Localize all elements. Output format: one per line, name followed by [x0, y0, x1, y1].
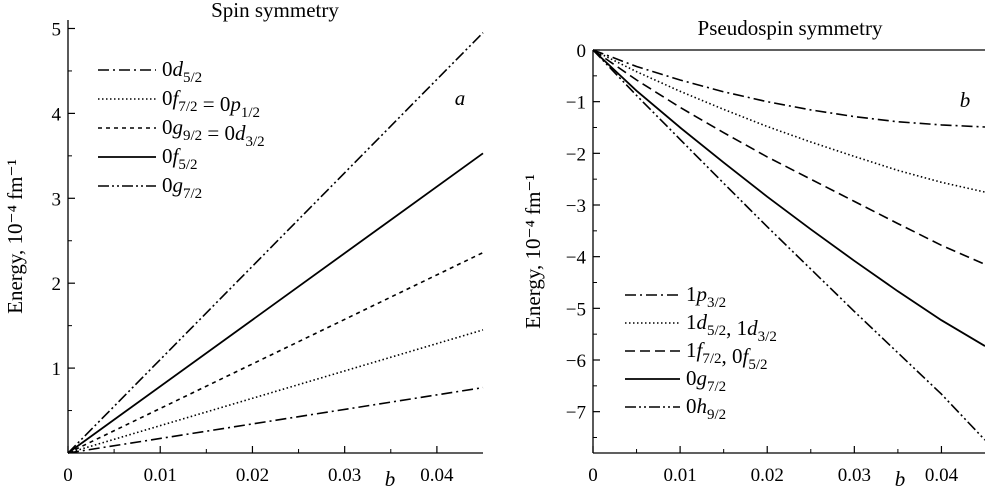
legend-orbital-2: f — [743, 344, 752, 368]
legend-entry: 1d5/2, 1d3/2 — [686, 310, 777, 345]
legend-base-2: = 0 — [202, 121, 235, 145]
pseudospin-symmetry-panel: Pseudospin symmetry 0 0.01 0.02 0.03 0.04 0 −1 −… — [521, 16, 985, 491]
legend-entry: 0g7/2 — [162, 173, 202, 202]
legend-subscript-2: 3/2 — [758, 329, 777, 345]
x-tick-label: 0.01 — [663, 465, 696, 486]
series-line-2 — [592, 49, 985, 266]
legend-subscript: 7/2 — [183, 186, 202, 202]
legend-base-2: , 1 — [726, 316, 747, 340]
legend-subscript-2: 3/2 — [246, 134, 265, 150]
y-tick-label: 4 — [52, 104, 62, 125]
x-tick-label: 0.01 — [144, 465, 177, 486]
legend-subscript: 9/2 — [183, 128, 202, 144]
x-tick-label: 0 — [588, 465, 598, 486]
y-tick-label: −5 — [566, 299, 586, 320]
legend-base: 0 — [162, 173, 173, 197]
legend-subscript: 9/2 — [707, 407, 726, 423]
series-line-1 — [592, 49, 985, 193]
x-tick-label: 0.02 — [236, 465, 269, 486]
legend-base: 0 — [162, 144, 173, 168]
y-tick-label: 2 — [52, 274, 62, 295]
x-tick-label: 0.04 — [420, 465, 454, 486]
y-tick-label: −7 — [566, 403, 586, 424]
legend-subscript: 7/2 — [178, 99, 197, 115]
legend-entry: 1f7/2, 0f5/2 — [686, 338, 768, 373]
legend-base: 1 — [686, 310, 697, 334]
x-tick-label: 0 — [63, 465, 73, 486]
series-line-0 — [592, 49, 985, 128]
series-line-0 — [67, 386, 484, 454]
legend-orbital: f — [173, 144, 182, 168]
legend-entry: 0f7/2 = 0p1/2 — [162, 86, 260, 121]
chart-title: Spin symmetry — [211, 0, 339, 22]
panel-letter: a — [455, 86, 466, 110]
legend-orbital: h — [697, 394, 708, 418]
legend-subscript: 7/2 — [707, 379, 726, 395]
y-tick-label: 1 — [52, 359, 62, 380]
legend-orbital: g — [173, 173, 184, 197]
x-tick-label: 0.03 — [328, 465, 361, 486]
legend-orbital: d — [697, 310, 708, 334]
legend-entry: 0h9/2 — [686, 394, 726, 423]
legend-base: 0 — [162, 115, 173, 139]
series-line-2 — [67, 251, 484, 454]
series-line-4 — [67, 32, 484, 454]
legend-orbital: g — [697, 366, 708, 390]
y-tick-label: 3 — [52, 189, 62, 210]
legend-base: 1 — [686, 282, 697, 306]
y-tick-label: −3 — [566, 196, 586, 217]
y-tick-label: 5 — [52, 19, 62, 40]
legend-subscript-2: 1/2 — [241, 105, 260, 121]
legend-orbital: g — [173, 115, 184, 139]
series-line-4 — [592, 49, 985, 441]
series-line-1 — [67, 329, 484, 454]
y-tick-label: −6 — [566, 351, 586, 372]
y-axis-label: Energy, 10⁻⁴ fm⁻¹ — [521, 174, 545, 329]
panel-letter: b — [960, 88, 971, 112]
legend-orbital: p — [695, 282, 708, 306]
chart-title: Pseudospin symmetry — [698, 16, 883, 40]
legend-base: 0 — [686, 394, 697, 418]
legend-orbital-2: d — [747, 316, 758, 340]
legend-subscript: 7/2 — [702, 351, 721, 367]
y-tick-label: −4 — [566, 248, 587, 269]
legend-base-2: = 0 — [198, 92, 231, 116]
legend-entry: 0g9/2 = 0d3/2 — [162, 115, 265, 150]
y-tick-label: −1 — [566, 93, 586, 114]
legend-base: 0 — [162, 86, 173, 110]
legend-orbital: d — [173, 57, 184, 81]
x-tick-label: 0.03 — [838, 465, 871, 486]
legend-orbital-2: d — [235, 121, 246, 145]
legend-entry: 0f5/2 — [162, 144, 198, 173]
legend-orbital: f — [173, 86, 182, 110]
legend-entry: 0d5/2 — [162, 57, 202, 86]
y-axis-label: Energy, 10⁻⁴ fm⁻¹ — [3, 159, 27, 314]
legend-entry: 0g7/2 — [686, 366, 726, 395]
spin-symmetry-panel: Spin symmetry 0 0.01 0.02 0.03 0.04 1 2 3 4 5 b Ener… — [3, 0, 484, 491]
legend-subscript: 5/2 — [183, 70, 202, 86]
legend-orbital: f — [697, 338, 706, 362]
legend-subscript-2: 5/2 — [748, 357, 767, 373]
series-line-3 — [67, 152, 484, 454]
x-tick-label: 0.02 — [751, 465, 784, 486]
legend-subscript: 3/2 — [707, 295, 726, 311]
legend-entry: 1p3/2 — [686, 282, 726, 311]
legend-base: 0 — [686, 366, 697, 390]
x-axis-label: b — [895, 467, 906, 491]
x-axis-label: b — [385, 467, 396, 491]
legend-base-2: , 0 — [722, 344, 743, 368]
legend-base: 0 — [162, 57, 173, 81]
legend-subscript: 5/2 — [707, 323, 726, 339]
series-line-3 — [592, 49, 985, 347]
y-tick-label: −2 — [566, 144, 586, 165]
y-tick-label: 0 — [577, 41, 587, 62]
legend-base: 1 — [686, 338, 697, 362]
legend-orbital-2: p — [228, 92, 241, 116]
x-tick-label: 0.04 — [925, 465, 959, 486]
legend-subscript: 5/2 — [178, 157, 197, 173]
